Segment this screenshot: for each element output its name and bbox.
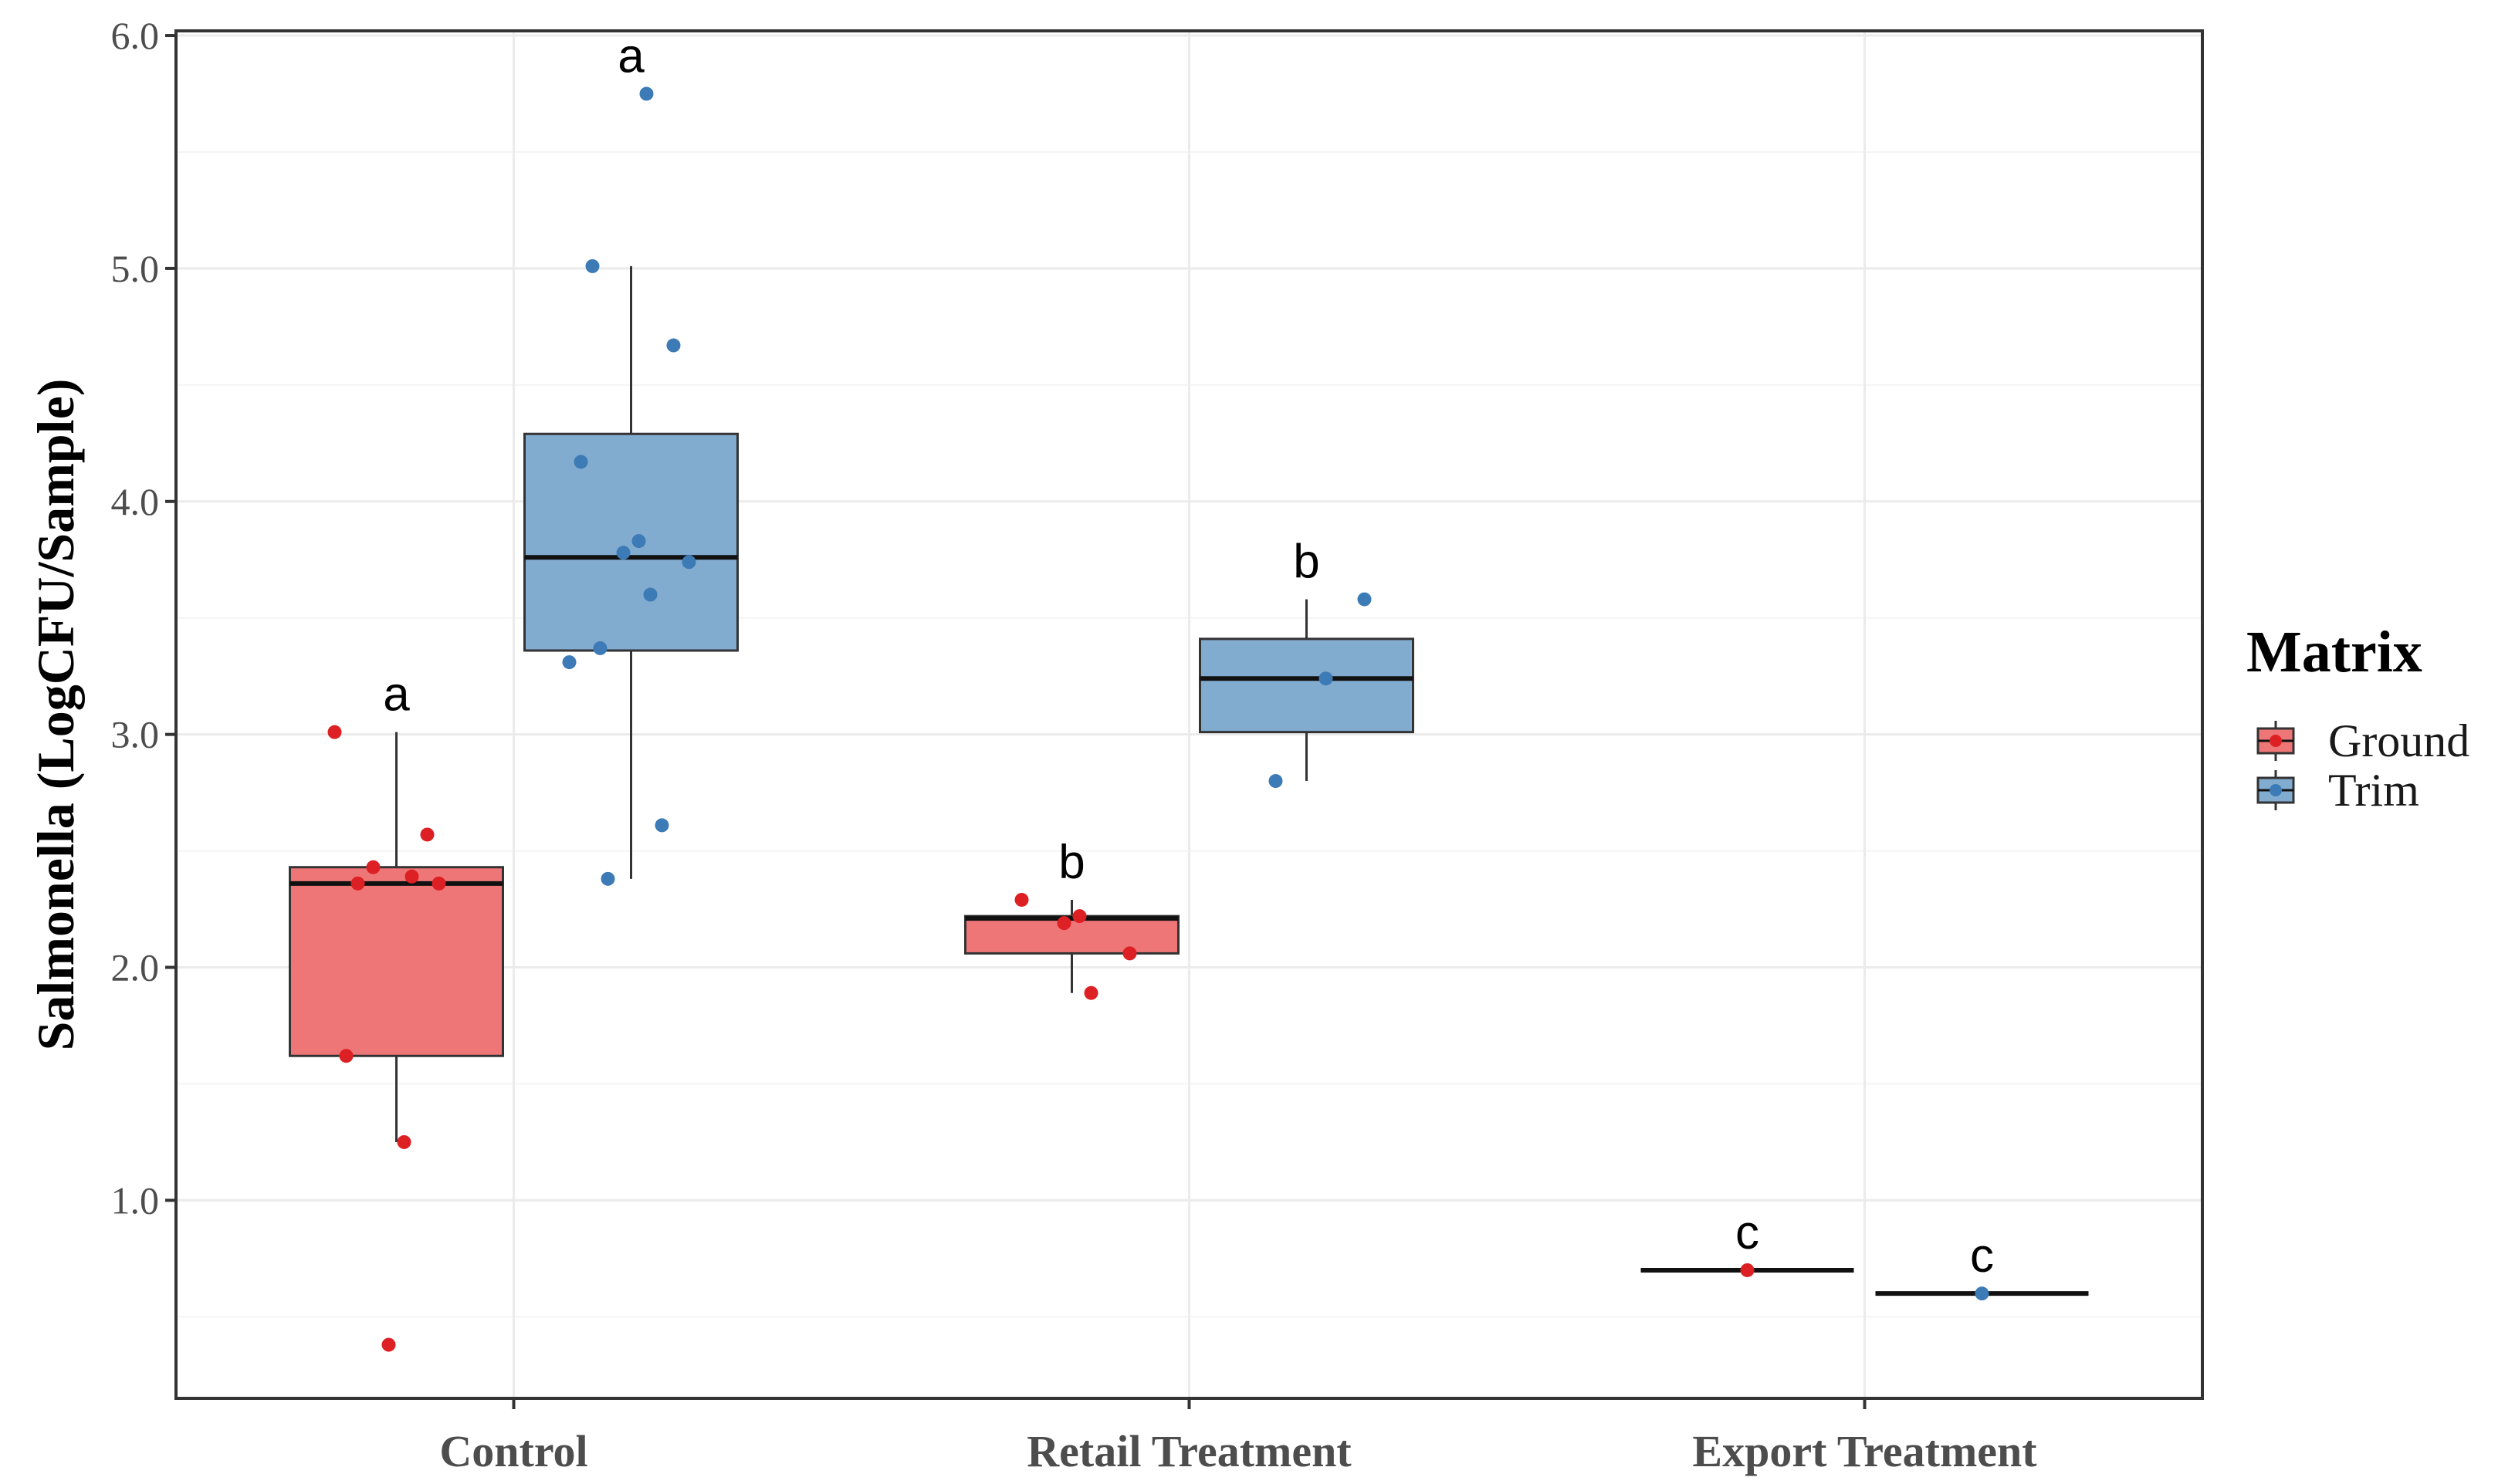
legend-title: Matrix — [2246, 620, 2422, 685]
legend-key — [2256, 770, 2295, 810]
significance-letter: a — [383, 668, 410, 722]
data-point — [631, 534, 646, 549]
legend-key-point — [2270, 735, 2282, 747]
x-tick-label: Control — [439, 1426, 587, 1476]
box-body — [523, 432, 739, 652]
y-axis-title: Salmonella (LogCFU/Sample) — [26, 379, 85, 1051]
data-point — [327, 725, 342, 739]
box-group — [289, 732, 504, 1142]
data-point — [585, 259, 600, 273]
y-tick-label: 5.0 — [111, 247, 160, 290]
grid-lines — [176, 31, 2202, 1398]
point-layer — [327, 86, 1989, 1352]
data-point — [339, 1049, 354, 1063]
box-layer — [289, 265, 2089, 1296]
data-point — [593, 641, 608, 655]
box-body — [289, 866, 504, 1057]
data-point — [616, 546, 631, 560]
data-point — [366, 860, 381, 874]
data-point — [1318, 671, 1333, 686]
data-point — [1975, 1286, 1989, 1301]
legend-key-point — [2270, 784, 2282, 796]
legend-label: Ground — [2328, 715, 2469, 766]
data-point — [1122, 946, 1137, 961]
significance-letter: c — [1735, 1206, 1759, 1259]
data-point — [381, 1337, 396, 1352]
y-tick-label: 4.0 — [111, 480, 160, 523]
data-point — [666, 338, 681, 353]
significance-letter: b — [1293, 536, 1319, 589]
data-point — [682, 555, 696, 570]
data-point — [420, 827, 435, 842]
data-point — [432, 876, 446, 891]
legend-label: Trim — [2328, 765, 2419, 816]
box-group — [964, 899, 1180, 993]
data-point — [643, 587, 658, 602]
data-point — [639, 86, 654, 101]
data-point — [397, 1134, 411, 1149]
y-tick-label: 6.0 — [111, 14, 160, 57]
significance-letter: c — [1970, 1229, 1994, 1283]
x-axis: Control Retail Treatment Export Treatment — [439, 1398, 2037, 1476]
box-body — [964, 914, 1180, 955]
y-tick-label: 3.0 — [111, 713, 160, 756]
y-tick-label: 2.0 — [111, 946, 160, 989]
data-point — [1014, 892, 1029, 907]
data-point — [1740, 1263, 1755, 1277]
significance-letters: a a b b c c — [383, 30, 1994, 1283]
y-axis: 1.0 2.0 3.0 4.0 5.0 6.0 — [111, 14, 176, 1222]
data-point — [350, 876, 365, 891]
data-point — [1072, 909, 1087, 924]
box-group — [1199, 599, 1414, 782]
box-body — [1199, 637, 1414, 734]
data-point — [601, 871, 615, 886]
data-point — [1084, 985, 1098, 1000]
data-point — [404, 869, 419, 884]
data-point — [1357, 592, 1372, 607]
x-tick-label: Retail Treatment — [1027, 1426, 1352, 1476]
data-point — [1268, 774, 1283, 789]
x-tick-label: Export Treatment — [1692, 1426, 2037, 1476]
box-group — [523, 265, 739, 879]
data-point — [562, 655, 577, 670]
significance-letter: a — [618, 30, 645, 83]
data-point — [574, 455, 588, 469]
significance-letter: b — [1058, 836, 1085, 889]
y-tick-label: 1.0 — [111, 1178, 160, 1222]
data-point — [1057, 916, 1071, 931]
data-point — [655, 818, 669, 833]
legend-key — [2256, 721, 2295, 761]
